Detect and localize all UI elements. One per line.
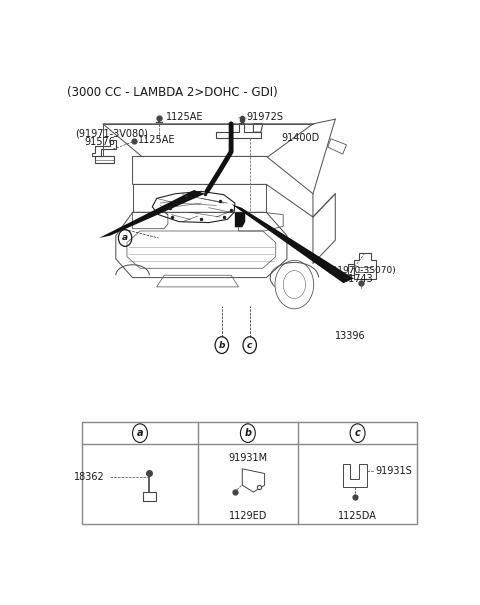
Text: 91576: 91576: [84, 137, 115, 146]
Text: 1125AE: 1125AE: [138, 135, 176, 145]
Text: (91970-3S070): (91970-3S070): [328, 266, 396, 275]
Text: 91743: 91743: [343, 273, 373, 284]
Text: 1125AE: 1125AE: [166, 112, 204, 122]
Text: 91931M: 91931M: [228, 453, 267, 463]
Text: 91931S: 91931S: [375, 466, 412, 476]
Polygon shape: [235, 212, 245, 227]
Text: c: c: [355, 428, 360, 438]
Text: a: a: [122, 234, 128, 243]
Bar: [83, 422, 417, 525]
Text: b: b: [218, 341, 225, 350]
Text: b: b: [244, 428, 252, 438]
Polygon shape: [231, 204, 354, 283]
Polygon shape: [99, 190, 205, 238]
Text: 91400D: 91400D: [281, 133, 320, 143]
Text: 1125DA: 1125DA: [338, 511, 377, 521]
Text: c: c: [247, 341, 252, 350]
Text: (91971-3V080): (91971-3V080): [75, 128, 148, 138]
Text: (3000 CC - LAMBDA 2>DOHC - GDI): (3000 CC - LAMBDA 2>DOHC - GDI): [67, 86, 278, 99]
Text: 13396: 13396: [335, 331, 366, 341]
Text: 1129ED: 1129ED: [228, 511, 267, 521]
Text: a: a: [137, 428, 144, 438]
Text: 91972S: 91972S: [246, 112, 283, 122]
Text: 18362: 18362: [74, 473, 105, 482]
